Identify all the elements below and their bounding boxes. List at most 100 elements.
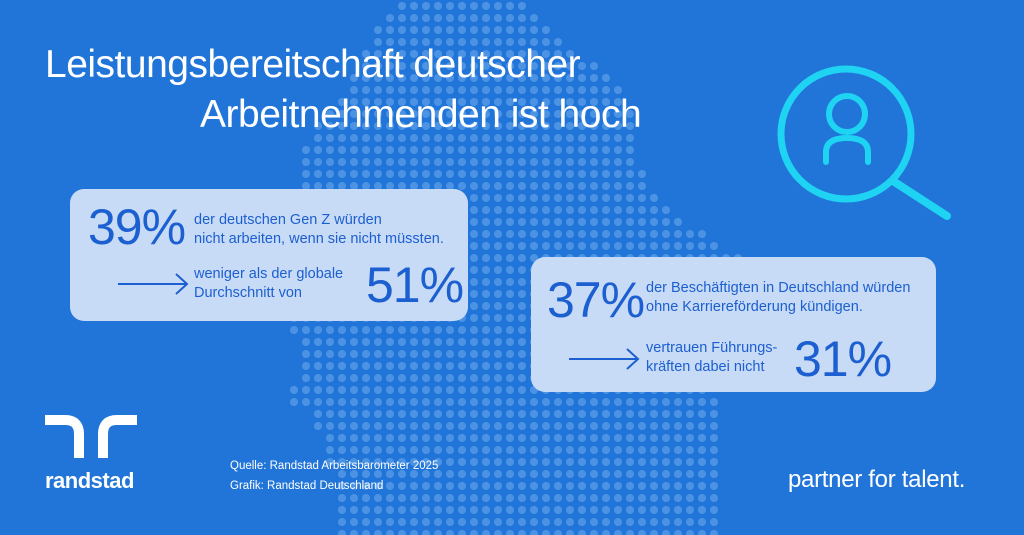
map-dot	[686, 482, 694, 490]
map-dot	[698, 242, 706, 250]
map-dot	[434, 494, 442, 502]
map-dot	[458, 110, 466, 118]
map-dot	[674, 218, 682, 226]
map-dot	[458, 422, 466, 430]
map-dot	[710, 482, 718, 490]
map-dot	[338, 446, 346, 454]
map-dot	[506, 470, 514, 478]
map-dot	[434, 386, 442, 394]
map-dot	[338, 458, 346, 466]
map-dot	[590, 422, 598, 430]
map-dot	[362, 482, 370, 490]
map-dot	[398, 146, 406, 154]
map-dot	[350, 158, 358, 166]
map-dot	[626, 170, 634, 178]
map-dot	[374, 170, 382, 178]
map-dot	[650, 422, 658, 430]
map-dot	[602, 110, 610, 118]
map-dot	[374, 350, 382, 358]
map-dot	[602, 422, 610, 430]
map-dot	[638, 446, 646, 454]
map-dot	[518, 74, 526, 82]
map-dot	[530, 122, 538, 130]
map-dot	[482, 134, 490, 142]
map-dot	[398, 506, 406, 514]
map-dot	[614, 98, 622, 106]
map-dot	[494, 122, 502, 130]
map-dot	[518, 278, 526, 286]
map-dot	[470, 122, 478, 130]
map-dot	[470, 506, 478, 514]
map-dot	[698, 506, 706, 514]
map-dot	[482, 458, 490, 466]
map-dot	[374, 506, 382, 514]
map-dot	[662, 410, 670, 418]
map-dot	[590, 530, 598, 535]
map-dot	[518, 374, 526, 382]
map-dot	[422, 98, 430, 106]
map-dot	[362, 470, 370, 478]
map-dot	[374, 86, 382, 94]
map-dot	[482, 170, 490, 178]
map-dot	[554, 482, 562, 490]
map-dot	[482, 362, 490, 370]
map-dot	[386, 446, 394, 454]
map-dot	[422, 38, 430, 46]
map-dot	[458, 506, 466, 514]
map-dot	[350, 434, 358, 442]
map-dot	[482, 278, 490, 286]
map-dot	[674, 458, 682, 466]
map-dot	[542, 50, 550, 58]
map-dot	[398, 362, 406, 370]
map-dot	[578, 158, 586, 166]
map-dot	[470, 386, 478, 394]
map-dot	[434, 458, 442, 466]
map-dot	[602, 530, 610, 535]
map-dot	[542, 494, 550, 502]
map-dot	[374, 62, 382, 70]
map-dot	[518, 110, 526, 118]
map-dot	[506, 26, 514, 34]
map-dot	[698, 446, 706, 454]
map-dot	[458, 518, 466, 526]
map-dot	[314, 374, 322, 382]
map-dot	[578, 230, 586, 238]
map-dot	[710, 494, 718, 502]
map-dot	[482, 110, 490, 118]
map-dot	[362, 182, 370, 190]
map-dot	[350, 182, 358, 190]
map-dot	[650, 458, 658, 466]
map-dot	[554, 74, 562, 82]
map-dot	[554, 458, 562, 466]
map-dot	[458, 62, 466, 70]
map-dot	[662, 446, 670, 454]
map-dot	[662, 422, 670, 430]
map-dot	[374, 158, 382, 166]
map-dot	[446, 2, 454, 10]
map-dot	[422, 170, 430, 178]
map-dot	[518, 494, 526, 502]
map-dot	[494, 242, 502, 250]
map-dot	[554, 470, 562, 478]
map-dot	[338, 338, 346, 346]
map-dot	[566, 230, 574, 238]
map-dot	[614, 122, 622, 130]
map-dot	[386, 434, 394, 442]
map-dot	[458, 386, 466, 394]
map-dot	[554, 62, 562, 70]
map-dot	[410, 98, 418, 106]
map-dot	[590, 194, 598, 202]
map-dot	[566, 98, 574, 106]
stat-value-compare: 31%	[794, 331, 892, 387]
map-dot	[494, 14, 502, 22]
map-dot	[482, 98, 490, 106]
map-dot	[518, 434, 526, 442]
map-dot	[674, 230, 682, 238]
map-dot	[578, 506, 586, 514]
map-dot	[398, 374, 406, 382]
map-dot	[530, 86, 538, 94]
map-dot	[578, 446, 586, 454]
map-dot	[578, 98, 586, 106]
map-dot	[314, 398, 322, 406]
map-dot	[554, 422, 562, 430]
